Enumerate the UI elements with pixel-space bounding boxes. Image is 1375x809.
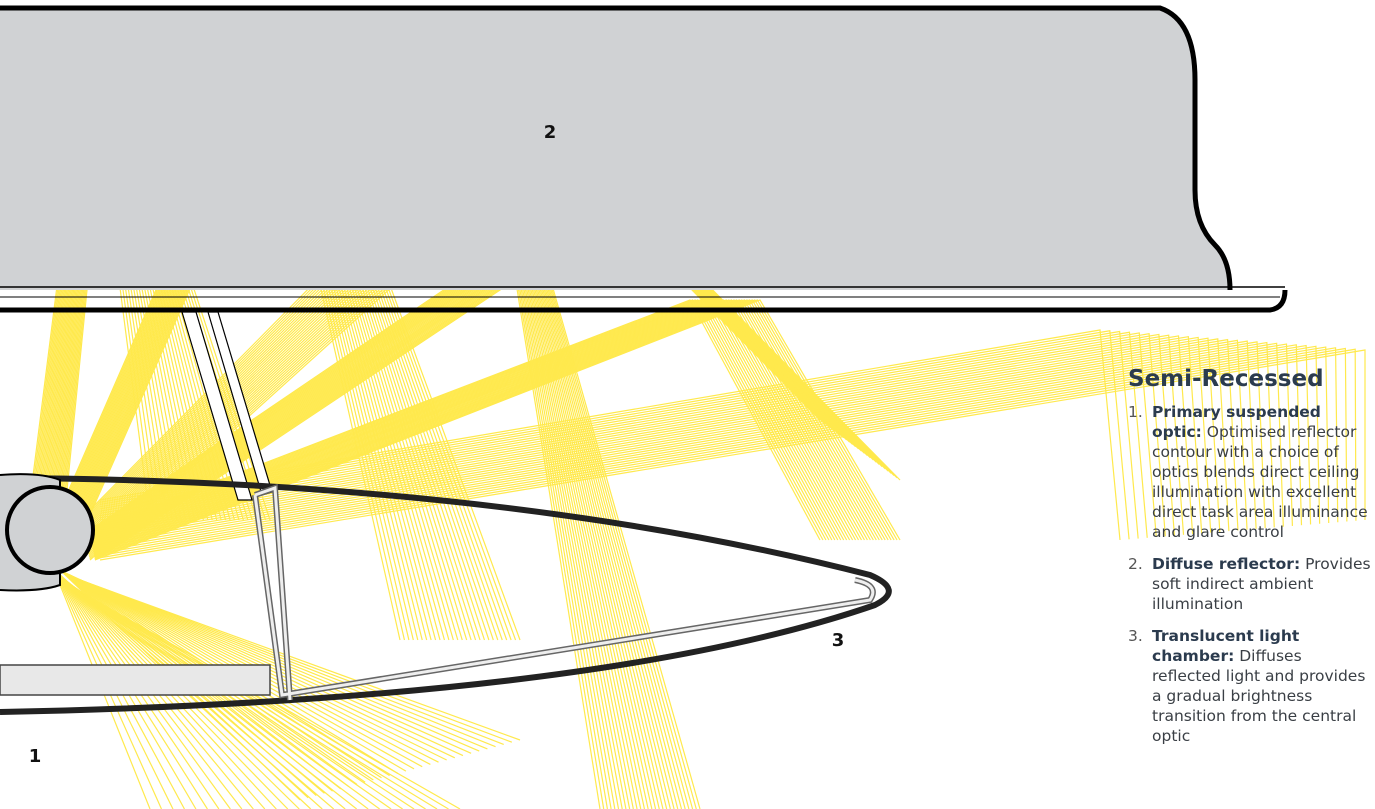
luminaire-outline — [0, 475, 892, 715]
legend-items: 1. Primary suspended optic: Optimised ref… — [1128, 402, 1373, 746]
ray — [99, 334, 1185, 535]
ceiling-reflector — [0, 8, 1230, 290]
ray — [99, 340, 1257, 534]
ray — [99, 346, 1330, 552]
ray — [99, 333, 1176, 536]
ray — [94, 299, 895, 559]
ray — [91, 299, 848, 541]
ray — [99, 349, 1366, 561]
ray — [99, 333, 1166, 537]
ray — [99, 343, 1294, 543]
ray — [94, 299, 892, 558]
ray — [99, 338, 1239, 531]
ray — [93, 299, 880, 553]
item-text: Diffuse reflector: Provides soft indirec… — [1152, 554, 1373, 614]
ray — [94, 299, 901, 561]
ray — [75, 577, 472, 754]
item-term: Translucent light chamber: — [1152, 627, 1300, 665]
ceiling-plate — [0, 289, 1288, 313]
item-text: Primary suspended optic: Optimised refle… — [1152, 402, 1373, 542]
ray — [99, 341, 1266, 537]
lamp — [5, 485, 95, 575]
ray — [90, 299, 839, 541]
ray — [90, 299, 833, 541]
ray — [92, 299, 857, 544]
ray — [99, 341, 1275, 539]
ray — [90, 299, 830, 541]
item-description: Optimised reflector contour with a choic… — [1152, 423, 1368, 541]
item-description: Provides soft indirect ambient illuminat… — [1152, 555, 1371, 613]
ray — [92, 299, 871, 550]
ray — [99, 344, 1303, 546]
item-description: Diffuses reflected light and provides a … — [1152, 647, 1366, 745]
callout: 3 — [832, 630, 845, 651]
ray — [92, 299, 863, 547]
ray — [99, 335, 1203, 534]
ray — [99, 347, 1339, 554]
ray — [89, 299, 824, 541]
ray — [99, 329, 1121, 541]
item-text: Translucent light chamber: Diffuses refl… — [1152, 626, 1373, 746]
ray — [92, 299, 860, 546]
item-number: 2. — [1128, 555, 1143, 573]
callout: 2 — [544, 122, 557, 143]
callout: 1 — [29, 746, 42, 767]
ray — [99, 342, 1284, 541]
ray — [78, 578, 504, 746]
ray — [89, 299, 821, 541]
ray — [91, 299, 851, 542]
ray — [99, 338, 1230, 532]
ray — [99, 344, 1312, 548]
ray — [93, 299, 886, 556]
ray — [99, 339, 1248, 532]
ray — [92, 299, 865, 548]
ray — [99, 330, 1139, 539]
item-term: Primary suspended optic: — [1152, 403, 1321, 441]
ray — [93, 299, 877, 552]
legend-item: 3. Translucent light chamber: Diffuses re… — [1128, 626, 1373, 746]
base-plate — [0, 664, 271, 696]
item-term: Diffuse reflector: — [1152, 555, 1301, 573]
ray — [99, 345, 1321, 550]
legend-item: 2. Diffuse reflector: Provides soft indir… — [1128, 554, 1373, 614]
ray — [99, 335, 1194, 535]
item-number: 1. — [1128, 403, 1143, 421]
ray — [99, 331, 1148, 538]
ray — [99, 336, 1212, 533]
ray — [99, 347, 1348, 557]
ray — [99, 330, 1130, 540]
legend-item: 1. Primary suspended optic: Optimised ref… — [1128, 402, 1373, 542]
ray — [90, 299, 827, 541]
ray — [76, 577, 488, 750]
ray — [79, 579, 513, 743]
ray — [99, 348, 1357, 559]
legend: Semi-Recessed 1. Primary suspended optic:… — [1128, 366, 1373, 758]
ray — [91, 299, 845, 541]
item-number: 3. — [1128, 627, 1143, 645]
ray — [90, 299, 836, 541]
legend-title: Semi-Recessed — [1128, 366, 1324, 392]
ray — [91, 299, 854, 543]
ray — [91, 299, 842, 541]
ray — [99, 337, 1221, 532]
ray — [99, 332, 1157, 538]
chamber-wall-inner — [253, 485, 875, 701]
ray — [79, 579, 521, 741]
ceiling-outline — [0, 5, 1233, 291]
